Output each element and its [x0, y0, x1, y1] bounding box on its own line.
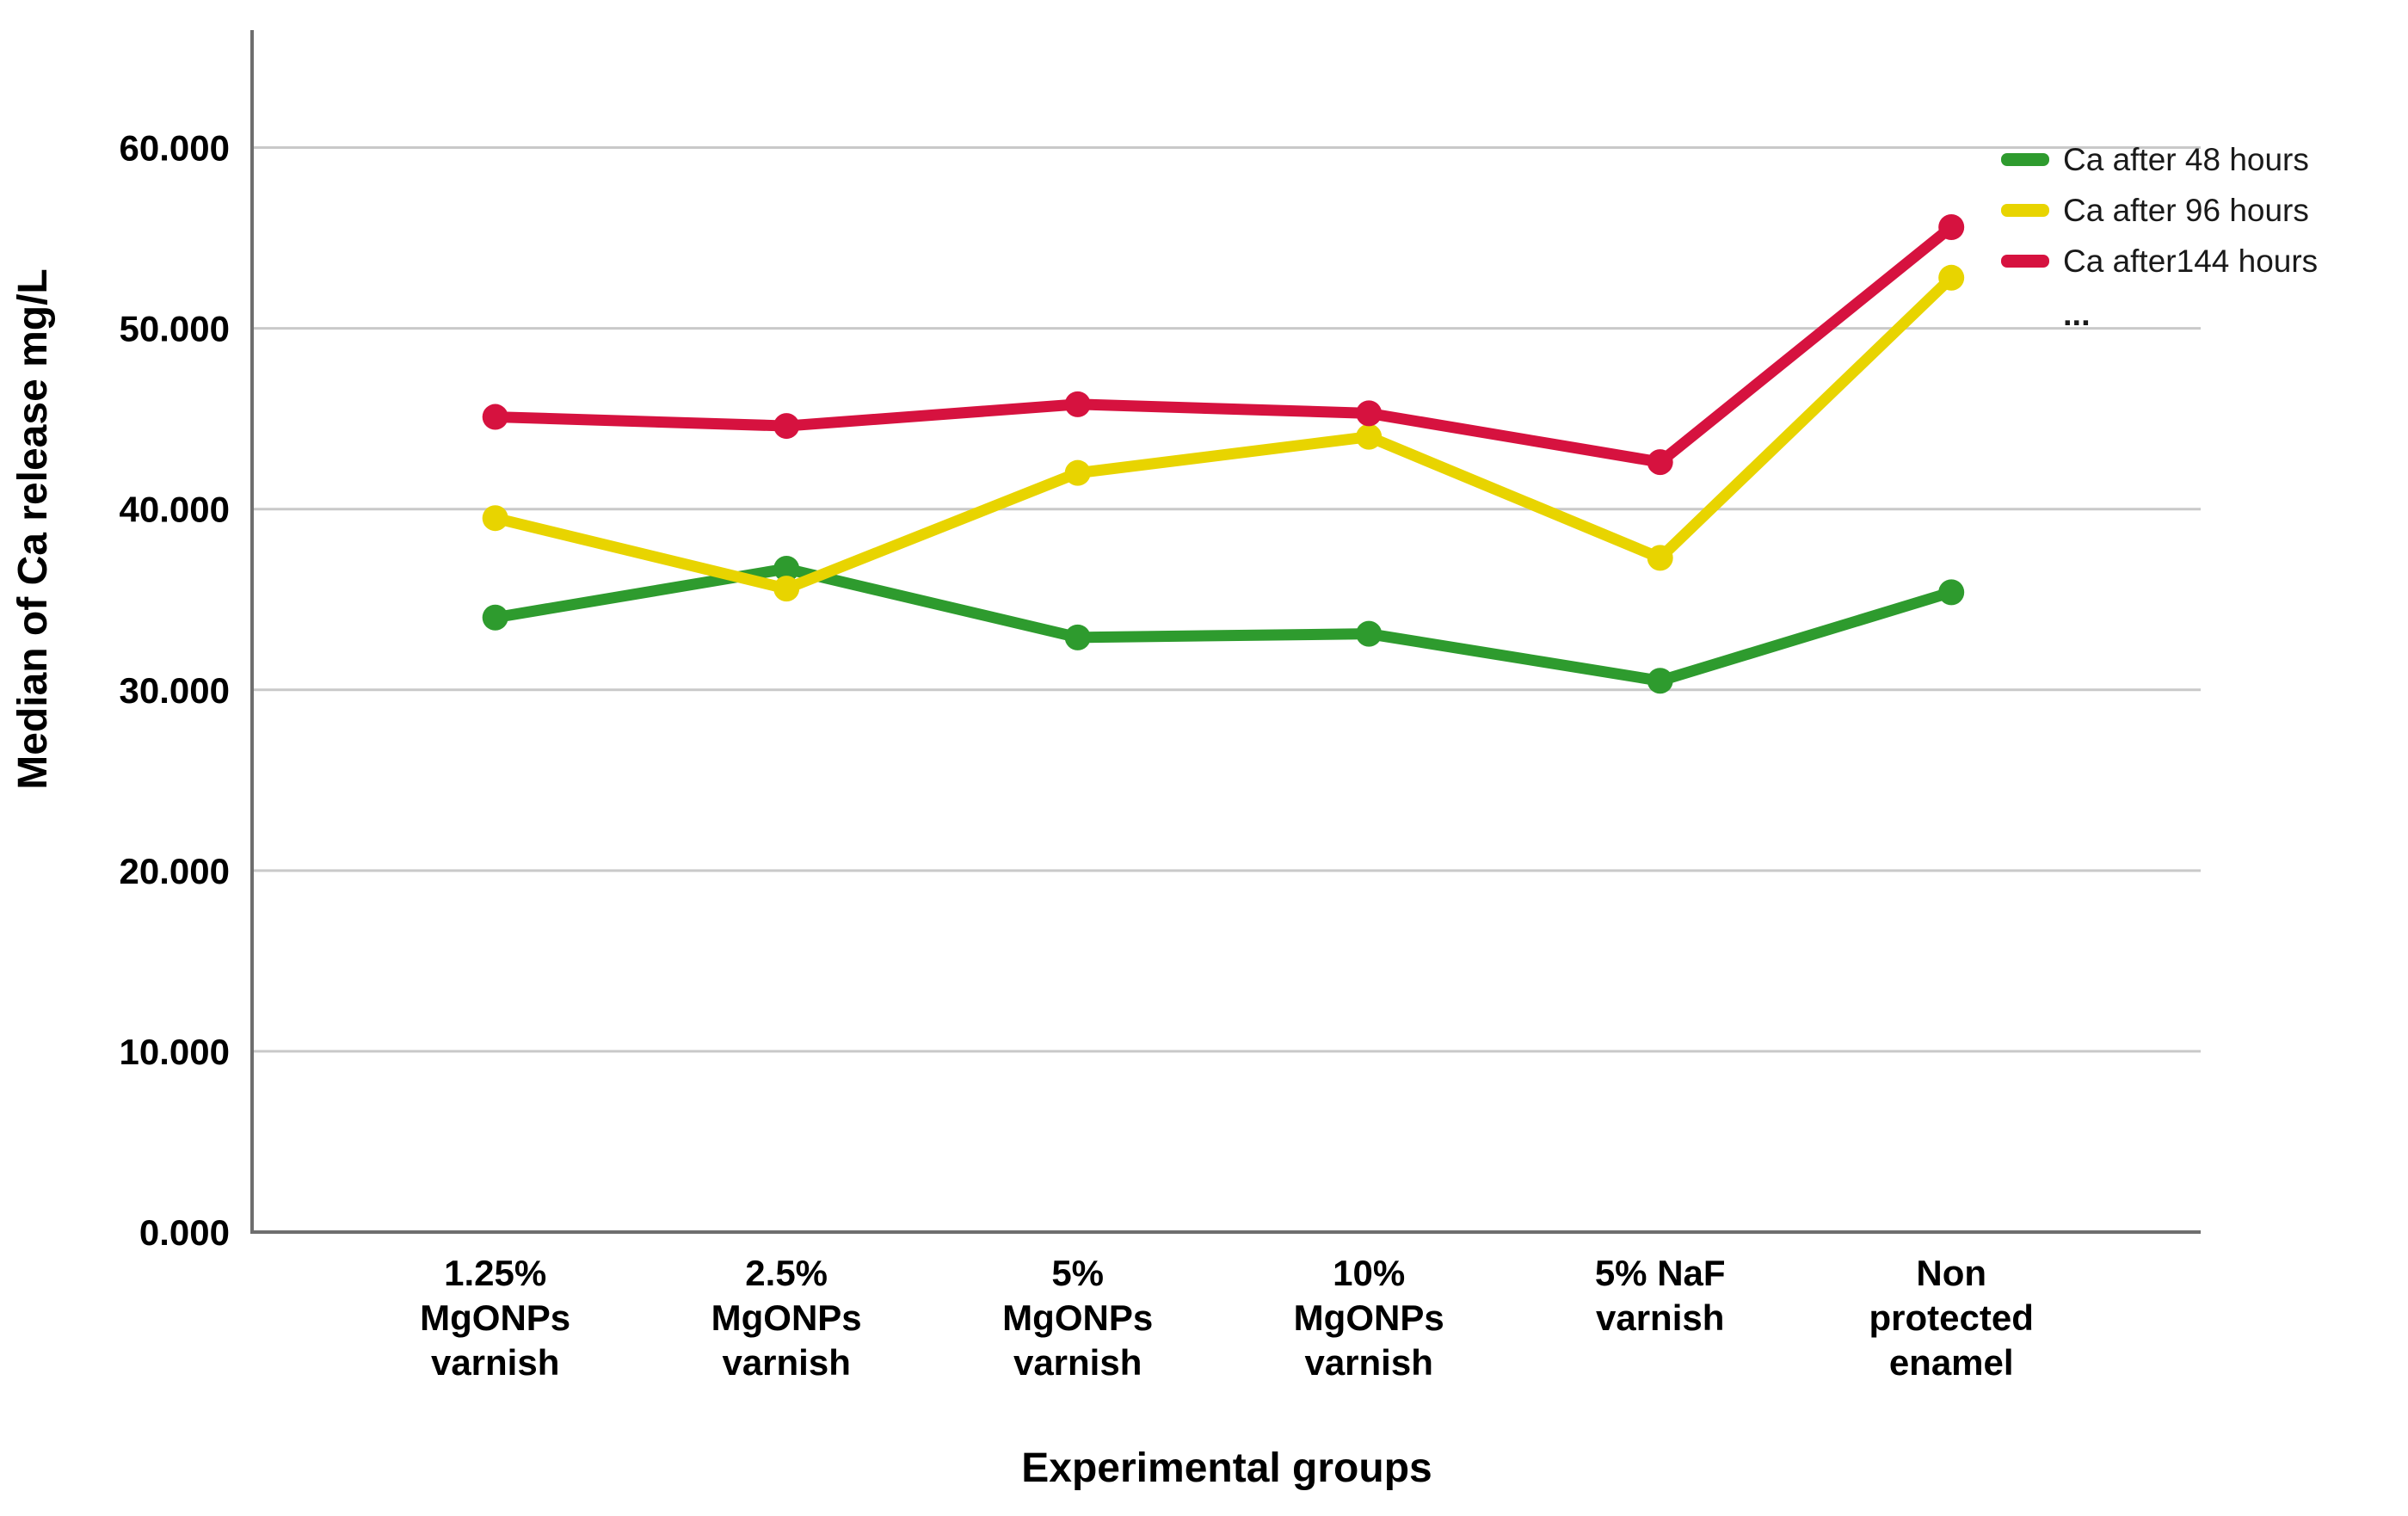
data-point-marker [1647, 545, 1673, 571]
data-point-marker [1938, 579, 1965, 606]
data-point-marker [1064, 391, 1091, 417]
y-tick-label: 30.000 [120, 670, 230, 711]
y-tick-label: 50.000 [120, 309, 230, 349]
legend-row: Ca after 48 hours [2001, 134, 2318, 185]
data-point-marker [773, 413, 800, 440]
data-point-marker [1356, 620, 1383, 647]
y-tick-label: 0.000 [139, 1212, 230, 1253]
x-category-label: 2.5% MgONPs varnish [711, 1253, 862, 1383]
axis-labels-layer: 0.000 10.000 20.000 30.000 40.000 50.000 60.00… [120, 128, 2034, 1383]
data-point-marker [482, 604, 508, 631]
legend-swatch [2001, 255, 2049, 268]
y-tick-label: 40.000 [120, 490, 230, 530]
data-point-marker [773, 556, 800, 582]
data-point-marker [1938, 264, 1965, 291]
legend-row: Ca after144 hours [2001, 236, 2318, 287]
legend-swatch [2001, 153, 2049, 166]
series-line [490, 272, 1957, 595]
y-axis-title: Median of Ca release mg/L [10, 268, 56, 790]
legend-swatch [2001, 204, 2049, 217]
data-point-marker [1064, 459, 1091, 486]
x-category-label: 10% MgONPs varnish [1294, 1253, 1444, 1383]
x-category-label: 5% NaF varnish [1595, 1253, 1726, 1338]
data-point-marker [1356, 400, 1383, 427]
x-category-label: 1.25% MgONPs varnish [420, 1253, 570, 1383]
x-category-label: Non protected enamel [1869, 1253, 2034, 1383]
gridlines-layer [252, 146, 2201, 1053]
data-point-marker [482, 404, 508, 430]
legend-row: Ca after 96 hours [2001, 185, 2318, 236]
axes-layer [250, 30, 2201, 1234]
data-point-marker [1647, 668, 1673, 694]
series-line [490, 563, 1957, 687]
y-tick-label: 20.000 [120, 851, 230, 891]
data-point-marker [1938, 213, 1965, 240]
legend-label: Ca after 48 hours [2063, 141, 2309, 177]
x-axis-title: Experimental groups [1021, 1445, 1432, 1491]
series-line [490, 221, 1957, 468]
legend-label: Ca after144 hours [2063, 243, 2319, 279]
data-point-marker [773, 576, 800, 602]
data-point-marker [1356, 423, 1383, 450]
data-point-marker [1647, 449, 1673, 476]
x-category-label: 5% MgONPs varnish [1002, 1253, 1153, 1383]
legend: Ca after 48 hours Ca after 96 hours Ca aft… [2001, 134, 2318, 333]
series-layer [482, 213, 1965, 694]
y-tick-label: 60.000 [120, 128, 230, 169]
data-point-marker [482, 505, 508, 532]
data-point-marker [1064, 624, 1091, 650]
legend-label: Ca after 96 hours [2063, 192, 2309, 228]
legend-truncation-ellipsis: ... [2063, 297, 2091, 333]
y-tick-label: 10.000 [120, 1032, 230, 1072]
